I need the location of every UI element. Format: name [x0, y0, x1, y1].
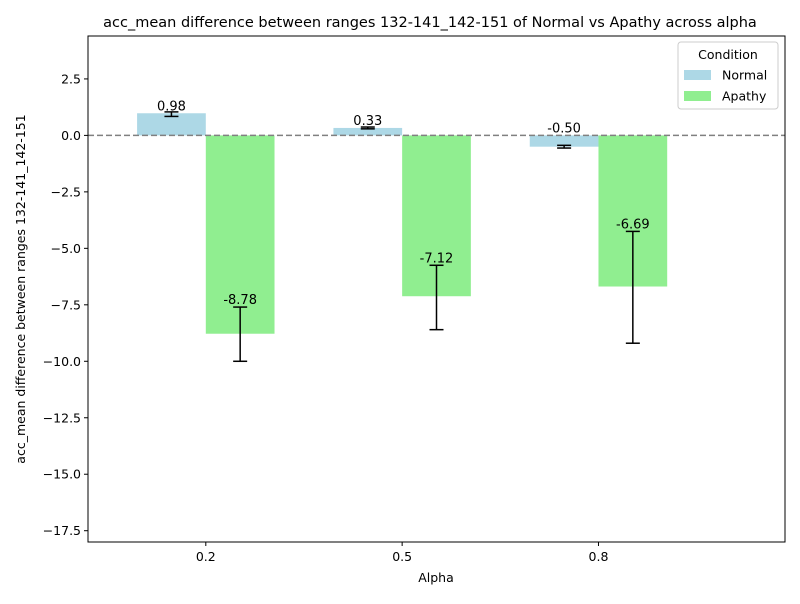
chart-title: acc_mean difference between ranges 132-1…: [103, 15, 757, 31]
bar-normal-0.2: [137, 113, 206, 136]
x-tick-label: 0.5: [392, 549, 412, 564]
plot-area: 0.98 0.33 -0.50 -8.78 -7.12 -6.69 2.5 0.0 −2.5 −5…: [43, 35, 786, 564]
y-tick-label: −2.5: [51, 184, 81, 199]
bar-normal-0.5: [333, 127, 403, 136]
bar-normal-0.8: [529, 135, 599, 147]
error-bar-apathy-0.5: [429, 264, 444, 331]
legend-title: Condition: [698, 47, 758, 62]
data-label-apathy-0.8: -6.69: [616, 217, 650, 232]
y-tick-label: 0.0: [61, 128, 81, 143]
data-label-apathy-0.2: -8.78: [223, 293, 257, 308]
error-bar-normal-0.5: [360, 126, 375, 130]
error-bar-apathy-0.2: [233, 306, 248, 363]
error-bar-normal-0.2: [164, 111, 179, 118]
data-label-normal-0.8: -0.50: [547, 121, 581, 136]
y-tick-label: −12.5: [43, 410, 81, 425]
x-tick-label: 0.2: [196, 549, 216, 564]
axes-frame: [87, 35, 786, 543]
legend: Condition Normal Apathy: [677, 41, 779, 110]
data-label-normal-0.2: 0.98: [157, 99, 186, 114]
y-tick-label: −10.0: [43, 354, 81, 369]
y-axis-label: acc_mean difference between ranges 132-1…: [13, 114, 28, 463]
legend-label-apathy: Apathy: [722, 89, 767, 104]
x-tick-label: 0.8: [589, 549, 609, 564]
legend-swatch-normal: [684, 70, 711, 80]
error-bar-apathy-0.8: [625, 230, 640, 344]
x-axis-label: Alpha: [418, 570, 454, 585]
data-label-normal-0.5: 0.33: [353, 114, 382, 129]
legend-swatch-apathy: [684, 91, 711, 101]
legend-label-normal: Normal: [722, 68, 767, 83]
bar-apathy-0.2: [205, 135, 275, 334]
y-tick-label: −5.0: [51, 241, 81, 256]
y-tick-label: 2.5: [61, 71, 81, 86]
data-label-apathy-0.5: -7.12: [420, 251, 454, 266]
y-tick-label: −7.5: [51, 297, 81, 312]
error-bar-normal-0.8: [557, 144, 572, 149]
y-tick-label: −15.0: [43, 467, 81, 482]
y-tick-label: −17.5: [43, 523, 81, 538]
